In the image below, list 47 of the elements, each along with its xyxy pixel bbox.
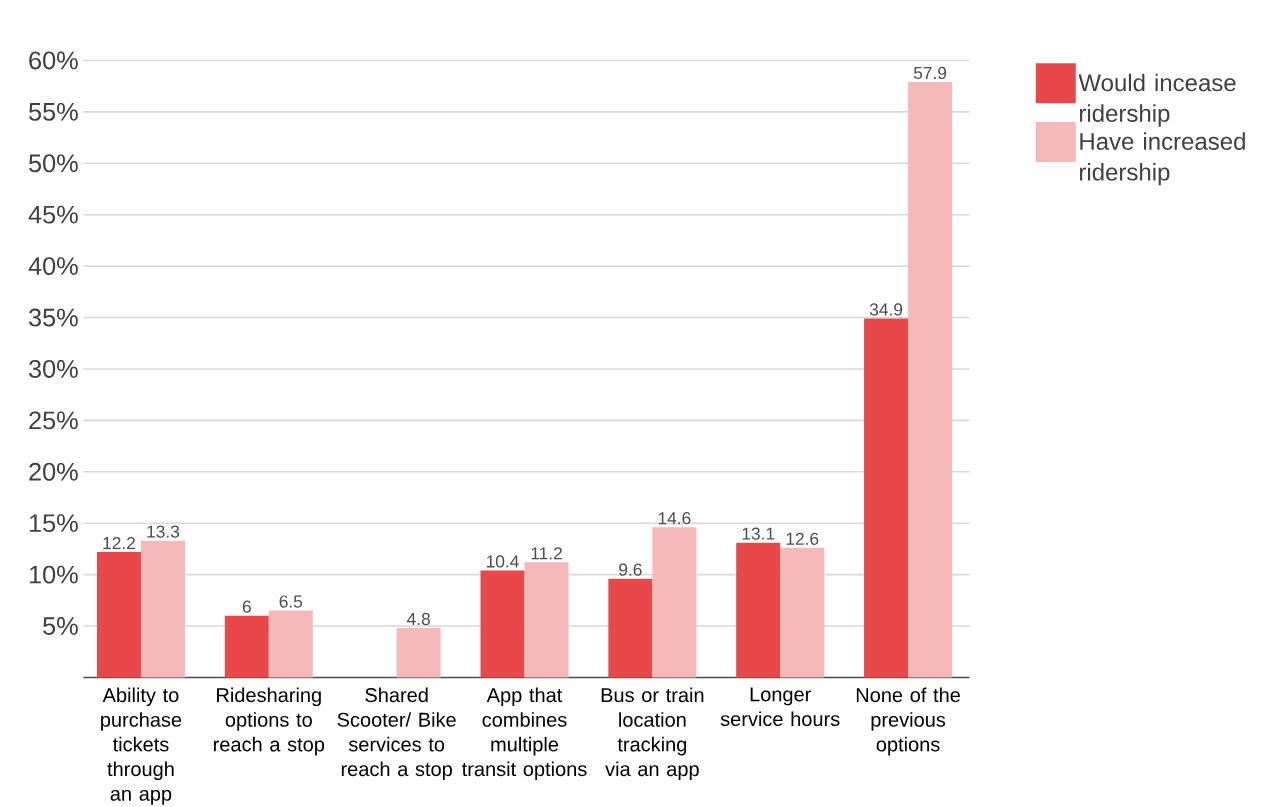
y-tick-label: 55% bbox=[29, 102, 78, 121]
data-label: 13.3 bbox=[147, 525, 180, 538]
x-tick-label: App that combines multiple transit options bbox=[461, 687, 587, 781]
legend-label: Have increased ridership bbox=[1079, 132, 1245, 186]
x-tick-label: None of the previous options bbox=[856, 687, 960, 756]
bar bbox=[140, 540, 185, 678]
bar bbox=[224, 615, 269, 678]
y-tick-label: 25% bbox=[29, 411, 78, 430]
data-label: 6.5 bbox=[279, 595, 303, 608]
y-tick-label: 60% bbox=[29, 51, 78, 70]
data-label: 4.8 bbox=[407, 612, 430, 626]
bar bbox=[780, 547, 825, 678]
bar bbox=[652, 527, 697, 678]
x-tick-label: Ability to purchase tickets through an app bbox=[101, 687, 182, 805]
bar bbox=[396, 628, 441, 678]
y-tick-label: 20% bbox=[29, 462, 78, 481]
data-label: 10.4 bbox=[486, 555, 519, 568]
y-tick-label: 30% bbox=[28, 359, 78, 378]
y-tick-label: 40% bbox=[28, 257, 78, 276]
x-tick-label: Ridesharing options to reach a stop bbox=[213, 687, 325, 756]
y-tick-label: 35% bbox=[28, 308, 78, 327]
bar bbox=[268, 610, 313, 678]
data-label: 14.6 bbox=[658, 512, 691, 525]
x-tick-label: Longer service hours bbox=[720, 687, 840, 727]
bar bbox=[524, 562, 569, 678]
data-label: 57.9 bbox=[913, 66, 947, 80]
y-tick-label: 50% bbox=[29, 154, 78, 173]
data-label: 12.2 bbox=[103, 536, 135, 550]
data-label: 9.6 bbox=[619, 563, 642, 576]
bar bbox=[864, 318, 909, 678]
bar bbox=[608, 578, 653, 678]
y-tick-label: 15% bbox=[29, 514, 78, 533]
data-label: 6 bbox=[242, 600, 251, 613]
y-tick-label: 5% bbox=[43, 617, 78, 635]
x-tick-label: Shared Scooter/ Bike services to reach a stop bbox=[337, 687, 456, 781]
y-tick-label: 45% bbox=[28, 205, 78, 224]
y-tick-label: 10% bbox=[29, 565, 78, 584]
data-label: 12.6 bbox=[786, 532, 819, 545]
legend-label: Would incease ridership bbox=[1078, 73, 1236, 127]
x-tick-label: Bus or train location tracking via an app bbox=[601, 687, 704, 781]
data-label: 11.2 bbox=[531, 547, 562, 560]
bar bbox=[908, 82, 953, 678]
bar bbox=[736, 542, 781, 678]
data-label: 13.1 bbox=[742, 527, 775, 540]
data-label: 34.9 bbox=[869, 303, 903, 316]
bar bbox=[480, 570, 525, 678]
bar bbox=[96, 551, 141, 678]
